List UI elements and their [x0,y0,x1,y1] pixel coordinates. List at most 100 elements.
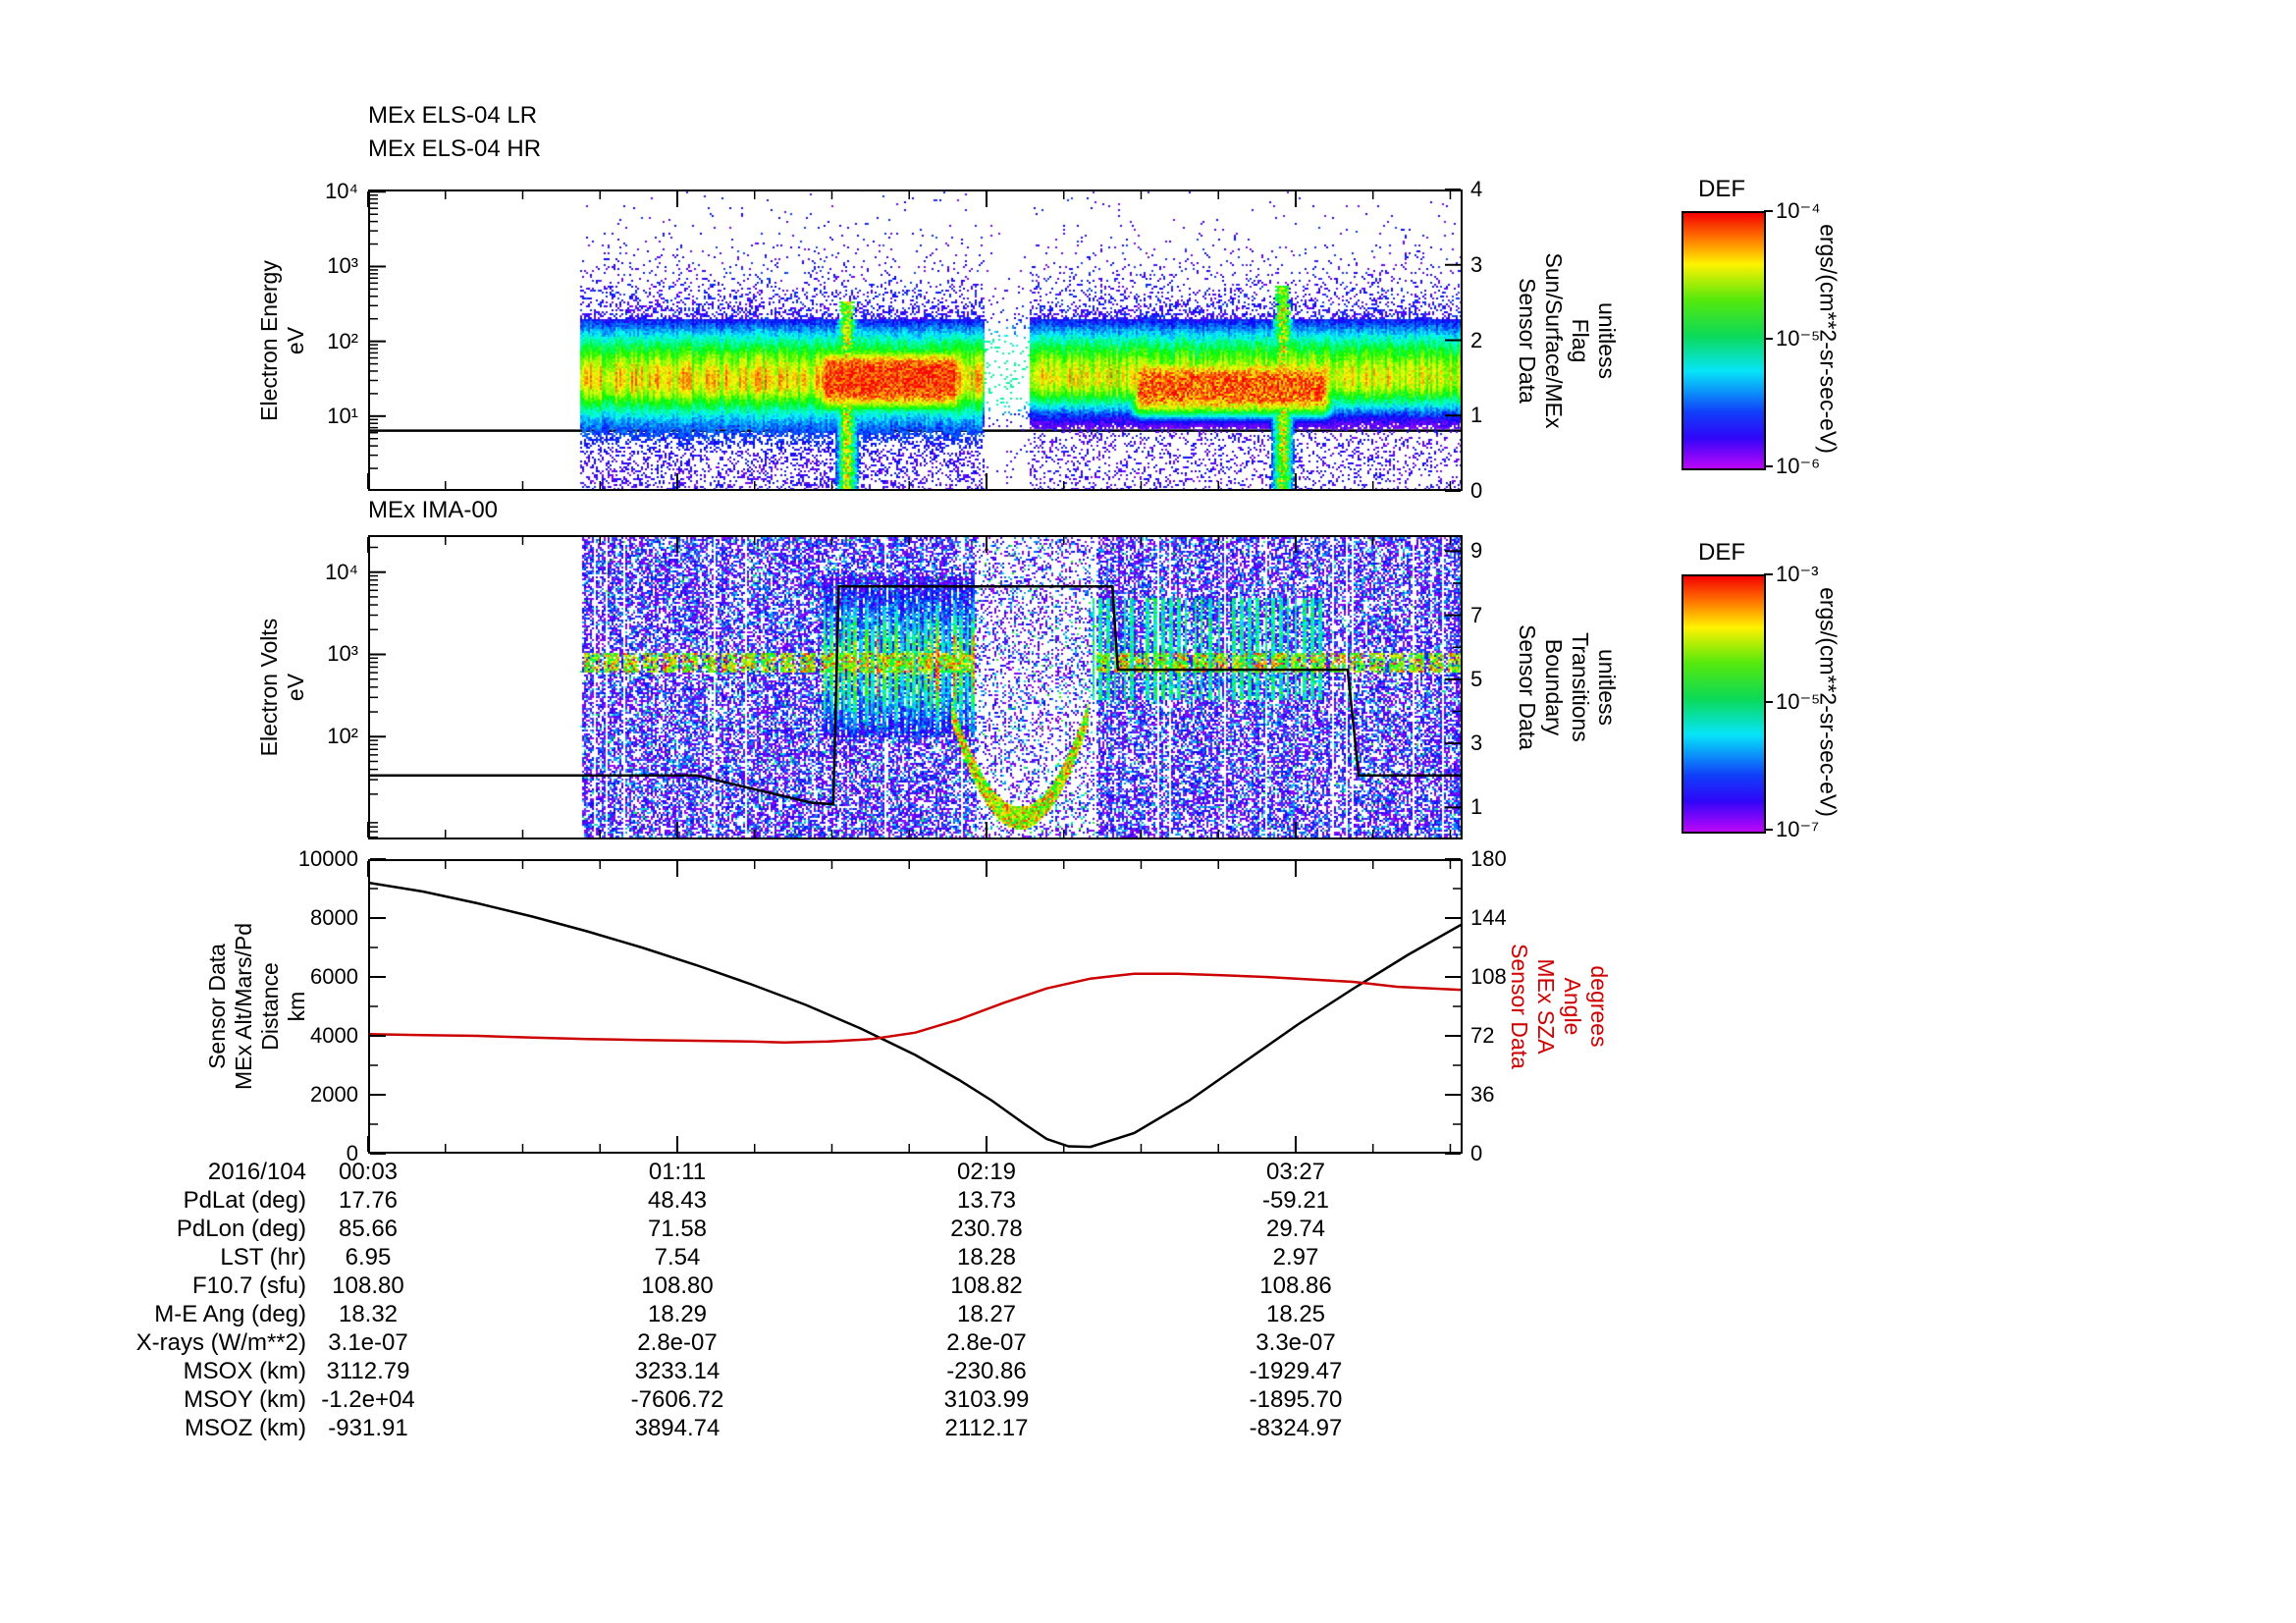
table-row-value: 18.32 [338,1301,399,1327]
table-row-label: X-rays (W/m**2) [135,1329,306,1356]
table-row-value: 18.29 [647,1301,708,1327]
ima-right-label-line: Boundary [1541,638,1567,736]
table-row-value: 18.27 [956,1301,1017,1327]
els-axes [367,189,1463,492]
colorbar1-title: DEF [1698,176,1745,202]
time-row-value: 02:19 [956,1159,1017,1185]
table-row-value: 2.8e-07 [637,1329,718,1356]
els-right-label-line: Sun/Surface/MEx [1541,252,1567,428]
ima-title: MEx IMA-00 [368,497,499,523]
ima-ylabel-line: Electron Volts [256,618,282,757]
colorbar1-tick-label: 10⁻⁶ [1776,454,1821,478]
ima-right-label-line: Sensor Data [1515,624,1540,750]
ima-ytick-label: 10³ [327,641,358,667]
table-row-label: M-E Ang (deg) [154,1301,306,1327]
els-spectrogram [368,189,1463,491]
els-rtick-label: 3 [1470,251,1483,277]
sza-rtick-label: 108 [1470,964,1507,989]
alt-ylabel-line: MEx Alt/Mars/Pd [231,923,256,1090]
sza-right-label-line: Sensor Data [1507,944,1532,1069]
sza-rtick-label: 144 [1470,905,1507,930]
alt-ylabel-line: Distance [257,962,283,1051]
time-row-label: 2016/104 [207,1159,306,1185]
colorbar1-tick [1764,338,1773,340]
sza-right-label-line: degrees [1586,965,1612,1048]
els-right-label-line: Flag [1568,318,1593,362]
table-row-label: PdLon (deg) [176,1216,306,1242]
els-rtick-label: 2 [1470,327,1483,352]
table-row-value: 18.28 [956,1244,1017,1271]
colorbar1-tick-label: 10⁻⁵ [1776,326,1821,351]
table-row-label: MSOZ (km) [185,1415,306,1441]
sza-rtick-label: 0 [1470,1141,1483,1165]
alt-ytick-label: 0 [346,1141,358,1165]
els-ytick-label: 10³ [327,253,358,279]
colorbar2-tick-label: 10⁻⁵ [1776,689,1821,714]
els-title-hr: MEx ELS-04 HR [368,135,542,162]
alt-ytick-label: 4000 [310,1023,358,1048]
table-row-value: -1929.47 [1249,1358,1343,1384]
table-row-value: -230.86 [946,1358,1027,1384]
sza-rtick-label: 36 [1470,1082,1495,1107]
alt-ylabel-line: Sensor Data [204,944,230,1069]
table-row-value: -59.21 [1261,1187,1330,1214]
alt-ytick-label: 10000 [297,846,358,871]
table-row-value: 7.54 [654,1244,701,1271]
els-rtick-label: 1 [1470,403,1483,428]
colorbar1-tick [1764,210,1773,212]
table-row-value: -7606.72 [630,1386,724,1413]
table-row-value: 3894.74 [634,1415,721,1441]
ima-rtick-label: 5 [1470,666,1483,691]
ima-rtick-label: 3 [1470,730,1483,756]
els-right-label-line: Sensor Data [1515,277,1540,404]
table-row-value: -931.91 [328,1415,408,1441]
altitude-sza-chart [368,881,1463,1149]
table-row-value: 108.86 [1259,1272,1332,1299]
els-rtick-label: 4 [1470,177,1483,201]
table-row-value: 3.3e-07 [1255,1329,1336,1356]
ima-rtick-label: 1 [1470,794,1483,820]
table-row-label: MSOX (km) [183,1358,306,1384]
table-row-value: 48.43 [647,1187,708,1214]
els-rtick-label: 0 [1470,478,1483,503]
colorbar1 [1682,211,1766,470]
colorbar1-tick-label: 10⁻⁴ [1776,198,1821,223]
els-title-lr: MEx ELS-04 LR [368,102,538,129]
time-row-value: 00:03 [338,1159,399,1185]
ima-right-label-line: Transitions [1568,632,1593,742]
ima-boundary-line [368,584,1463,806]
alt-ylabel-line: km [284,991,309,1022]
table-row-value: -8324.97 [1249,1415,1343,1441]
ima-ytick-label: 10⁴ [325,559,358,584]
time-row-value: 03:27 [1265,1159,1326,1185]
table-row-value: -1.2e+04 [321,1386,415,1413]
els-ytick-label: 10⁴ [325,179,358,204]
els-ytick-label: 10¹ [327,403,358,428]
table-row-value: 230.78 [950,1216,1023,1242]
colorbar2-tick [1764,701,1773,703]
colorbar2-title: DEF [1698,539,1745,566]
alt-ytick-label: 2000 [310,1082,358,1107]
table-row-value: 6.95 [345,1244,392,1271]
els-right-label-line: unitless [1594,301,1620,379]
table-row-value: 13.73 [956,1187,1017,1214]
ima-rtick-label: 7 [1470,602,1483,627]
table-row-value: 108.82 [950,1272,1023,1299]
table-row-value: 3233.14 [634,1358,721,1384]
table-row-value: 3112.79 [326,1358,410,1384]
table-row-value: 108.80 [641,1272,714,1299]
colorbar2-tick-label: 10⁻⁷ [1776,817,1820,841]
table-row-value: 71.58 [647,1216,708,1242]
table-row-value: 85.66 [338,1216,399,1242]
colorbar2-tick [1764,573,1773,575]
table-row-label: MSOY (km) [184,1386,306,1413]
table-row-value: 17.76 [338,1187,399,1214]
table-row-value: 3.1e-07 [328,1329,408,1356]
table-row-label: PdLat (deg) [183,1187,306,1214]
ima-rtick-label: 9 [1470,538,1483,564]
table-row-value: 2112.17 [944,1415,1029,1441]
colorbar2 [1682,574,1766,834]
table-row-value: 18.25 [1265,1301,1326,1327]
sza-rtick-label: 180 [1470,846,1507,871]
